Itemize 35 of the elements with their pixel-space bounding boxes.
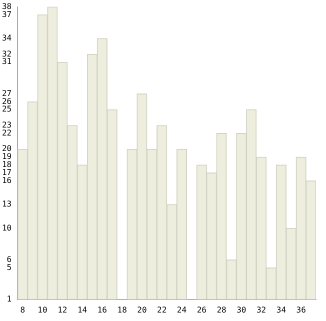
y-tick-label: 5 bbox=[6, 262, 12, 272]
y-tick-label: 16 bbox=[2, 176, 12, 185]
x-tick-label: 36 bbox=[296, 305, 306, 314]
y-tick-label: 18 bbox=[2, 160, 12, 170]
y-tick-label: 17 bbox=[2, 168, 12, 177]
x-tick-label: 20 bbox=[137, 305, 147, 314]
y-tick-label: 1 bbox=[6, 294, 12, 304]
x-tick-label: 24 bbox=[176, 305, 187, 314]
y-tick-label: 13 bbox=[2, 200, 12, 209]
x-tick-label: 18 bbox=[117, 305, 128, 314]
x-tick-label: 30 bbox=[236, 305, 246, 314]
y-tick-label: 22 bbox=[2, 128, 12, 138]
y-tick-label: 31 bbox=[2, 57, 12, 66]
y-tick-label: 6 bbox=[6, 254, 12, 264]
y-tick-label: 27 bbox=[2, 88, 12, 98]
x-tick-label: 32 bbox=[256, 305, 266, 314]
y-tick-label: 38 bbox=[2, 2, 12, 11]
x-tick-label: 16 bbox=[97, 305, 108, 314]
y-tick-label: 23 bbox=[2, 120, 12, 130]
y-tick-label: 25 bbox=[2, 104, 12, 114]
y-tick-label: 34 bbox=[2, 34, 12, 43]
x-tick-label: 12 bbox=[58, 305, 68, 314]
x-tick-label: 34 bbox=[276, 305, 286, 314]
x-tick-label: 22 bbox=[157, 305, 167, 314]
y-tick-label: 32 bbox=[2, 49, 12, 58]
y-tick-label: 10 bbox=[2, 223, 12, 232]
y-tick-label: 26 bbox=[2, 96, 12, 106]
y-tick-label: 19 bbox=[2, 152, 12, 162]
x-tick-label: 28 bbox=[216, 305, 227, 314]
x-tick-label: 10 bbox=[38, 305, 48, 314]
y-tick-label: 20 bbox=[2, 144, 12, 154]
x-tick-label: 8 bbox=[20, 305, 26, 314]
y-tick-label: 37 bbox=[2, 10, 12, 19]
x-tick-label: 14 bbox=[77, 305, 88, 314]
x-tick-label: 26 bbox=[196, 305, 207, 314]
